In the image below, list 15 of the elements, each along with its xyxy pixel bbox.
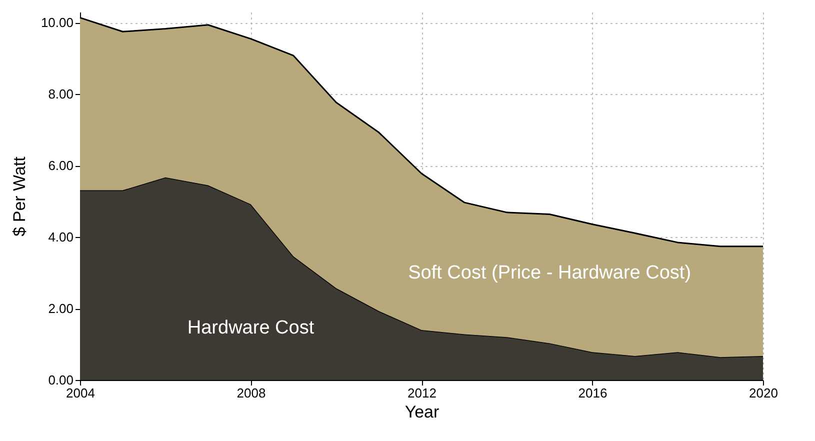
- y-tick-label: 2.00: [48, 301, 74, 316]
- y-tick-label: 6.00: [48, 158, 74, 174]
- series-label: Hardware Cost: [187, 317, 315, 338]
- y-axis-title: $ Per Watt: [10, 156, 29, 236]
- x-tick-label: 2012: [408, 386, 436, 400]
- series-label: Soft Cost (Price - Hardware Cost): [408, 262, 692, 284]
- x-tick-label: 2004: [66, 386, 95, 400]
- y-tick-label: 10.00: [40, 15, 74, 30]
- x-tick-label: 2008: [236, 386, 266, 400]
- x-tick-label: 2016: [578, 386, 608, 400]
- y-tick-label: 4.00: [48, 230, 74, 245]
- y-tick-label: 0.00: [48, 372, 74, 388]
- x-tick-label: 2020: [749, 386, 778, 400]
- x-axis-title: Year: [404, 402, 440, 422]
- y-tick-label: 8.00: [48, 86, 74, 102]
